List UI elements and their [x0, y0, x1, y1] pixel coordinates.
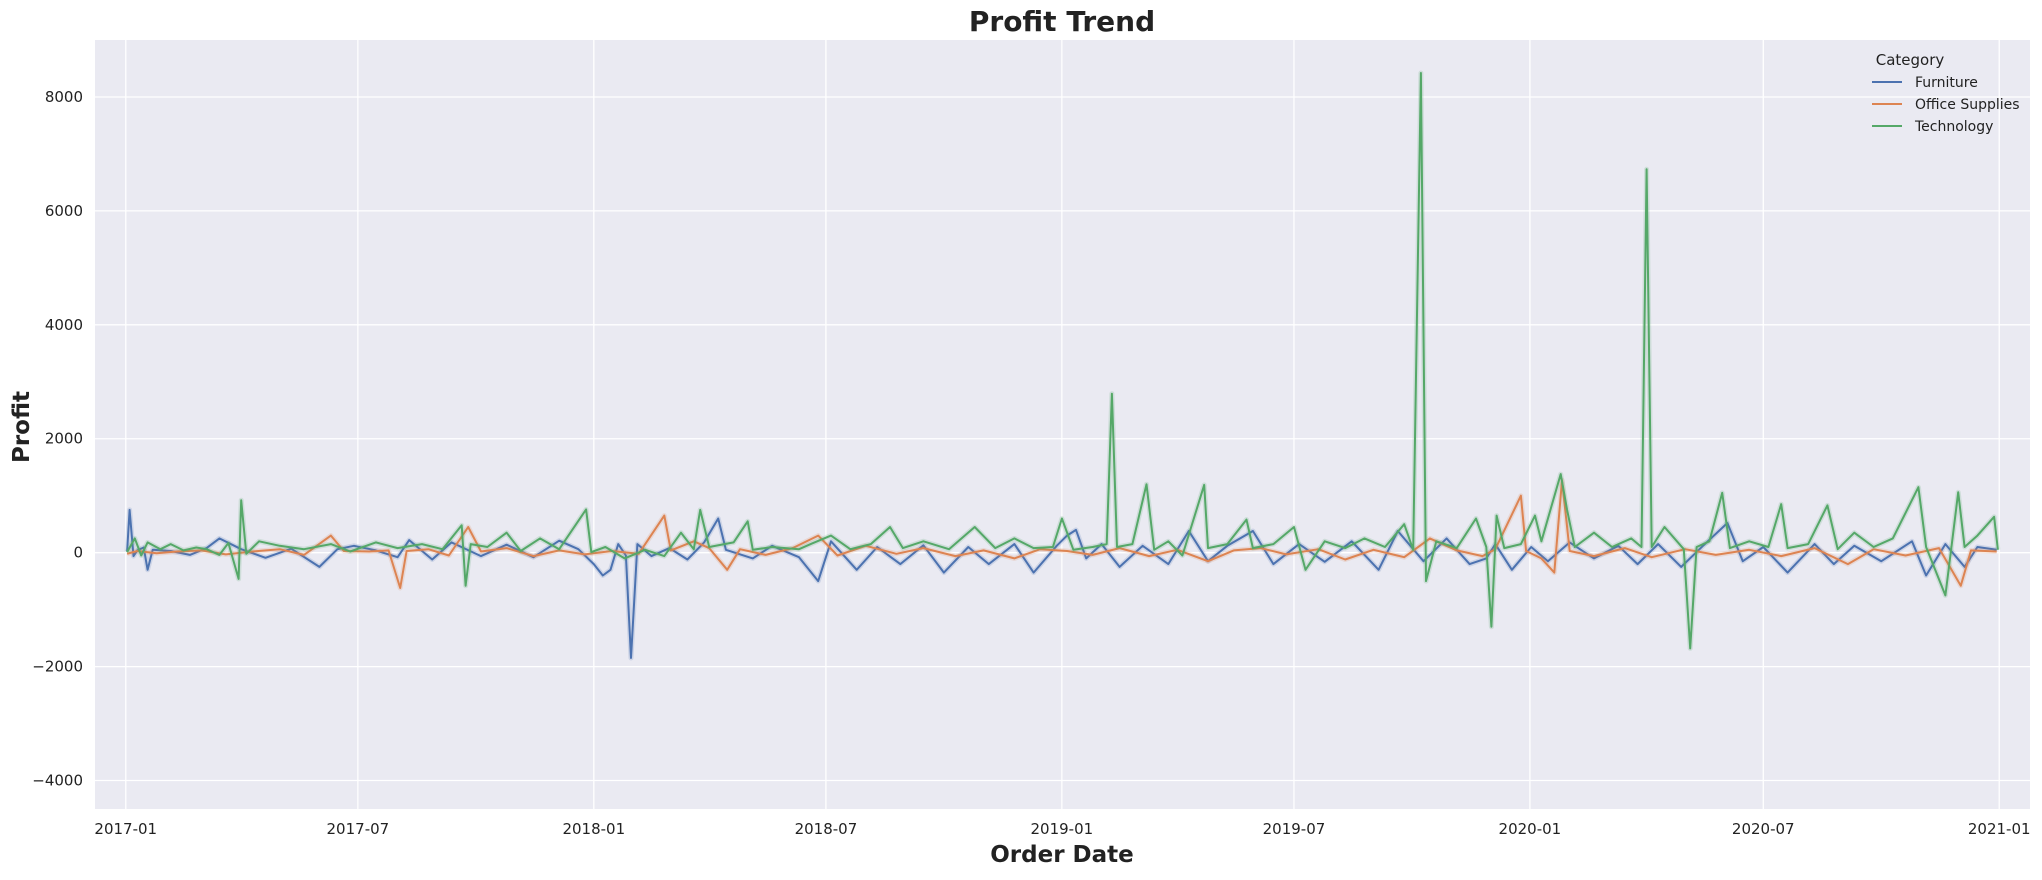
y-tick-label: 0 [73, 544, 83, 562]
y-axis-label: Profit [9, 391, 35, 463]
x-tick-label: 2018-07 [795, 820, 858, 838]
y-tick-label: 8000 [45, 88, 83, 106]
legend-title: Category [1876, 51, 1945, 69]
series-line-technology [126, 72, 1999, 650]
chart-title: Profit Trend [969, 5, 1155, 38]
tick-labels: −4000 −2000 0 2000 4000 6000 8000 2017-01 2017-0… [32, 88, 2030, 838]
x-tick-label: 2019-01 [1031, 820, 1094, 838]
series-line-furniture [126, 508, 1997, 659]
x-tick-label: 2017-01 [94, 820, 157, 838]
y-tick-label: −4000 [32, 772, 83, 790]
grid-lines [95, 40, 2030, 809]
x-tick-label: 2017-07 [327, 820, 390, 838]
series-lines [124, 70, 2001, 661]
y-tick-label: −2000 [32, 658, 83, 676]
x-tick-label: 2021-01 [1968, 820, 2031, 838]
y-tick-label: 4000 [45, 316, 83, 334]
legend-item-furniture: Furniture [1872, 75, 1978, 91]
legend-label-technology: Technology [1914, 119, 1993, 135]
y-tick-label: 6000 [45, 202, 83, 220]
x-tick-label: 2018-01 [562, 820, 625, 838]
x-tick-label: 2019-07 [1263, 820, 1326, 838]
x-tick-label: 2020-07 [1732, 820, 1795, 838]
y-tick-label: 2000 [45, 430, 83, 448]
x-tick-label: 2020-01 [1499, 820, 1562, 838]
legend: Category Furniture Office Supplies Techn… [1872, 51, 2020, 135]
x-axis-label: Order Date [990, 842, 1134, 868]
series-line-office-supplies [126, 479, 1997, 589]
legend-label-furniture: Furniture [1915, 75, 1978, 91]
legend-item-office-supplies: Office Supplies [1872, 97, 2020, 113]
legend-item-technology: Technology [1872, 119, 1993, 135]
legend-label-office-supplies: Office Supplies [1915, 97, 2020, 113]
